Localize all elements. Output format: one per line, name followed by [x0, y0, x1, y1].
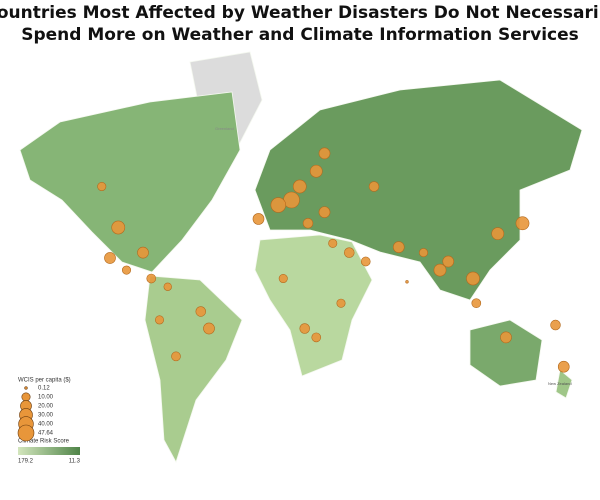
bubble: [471, 298, 482, 309]
bubble: [318, 147, 331, 160]
bubble: [278, 274, 288, 284]
bubble: [336, 298, 346, 308]
bubble: [368, 181, 380, 192]
bubble: [418, 248, 429, 258]
title-line: Countries Most Affected by Weather Disas…: [0, 3, 600, 23]
new-zealand: [555, 369, 573, 399]
legend-label: 40.00: [38, 422, 54, 428]
legend-label: 20.00: [38, 404, 54, 410]
eurasia: [254, 79, 583, 301]
bubble: [466, 271, 480, 286]
legend-label: 47.64: [38, 431, 54, 437]
bubble: [515, 216, 530, 231]
bubble: [97, 181, 107, 192]
bubble: [491, 227, 505, 241]
bubble: [111, 220, 126, 235]
bubble: [154, 315, 165, 325]
bubble: [392, 241, 405, 253]
bubble: [433, 263, 447, 277]
bubble: [318, 206, 331, 218]
bubble: [203, 322, 215, 335]
bubble: [146, 273, 157, 284]
africa: [254, 234, 373, 377]
legend-bubble: [21, 392, 31, 402]
legend-label: 10.00: [38, 395, 54, 401]
bubble: [311, 332, 322, 343]
bubble: [405, 280, 409, 284]
bubble: [171, 351, 181, 362]
bubble: [299, 323, 310, 334]
legend-bubble: [24, 386, 28, 390]
bubble: [137, 246, 149, 259]
legend-bubble: [17, 424, 35, 442]
bubble: [302, 218, 314, 229]
bubble: [252, 213, 265, 225]
color-ramp: [18, 447, 80, 455]
legend-range: 179.2: [18, 459, 34, 465]
legend-title: WCIS per capita ($): [18, 378, 71, 384]
bubble: [121, 265, 132, 275]
legend-label: 30.00: [38, 413, 54, 419]
bubble: [360, 256, 371, 267]
bubble: [292, 179, 307, 194]
bubble: [270, 197, 287, 213]
legend-label: 0.12: [38, 386, 50, 392]
bubble: [344, 247, 355, 258]
bubble: [500, 331, 512, 344]
bubble: [550, 319, 561, 331]
legend-title: Climate Risk Score: [18, 439, 70, 445]
bubble: [163, 282, 172, 291]
legend-range: 11.3: [69, 459, 81, 465]
map-label: Greenland: [215, 126, 234, 131]
bubble: [104, 252, 116, 264]
title-line: Spend More on Weather and Climate Inform…: [21, 25, 579, 45]
map-label: New Zealand: [548, 381, 572, 386]
south-america: [144, 275, 243, 464]
bubble: [309, 164, 323, 178]
bubble: [195, 306, 206, 317]
bubble: [328, 238, 338, 248]
bubble: [442, 255, 455, 268]
north-america: [19, 91, 241, 273]
bubble: [557, 360, 570, 373]
australia: [469, 319, 543, 387]
